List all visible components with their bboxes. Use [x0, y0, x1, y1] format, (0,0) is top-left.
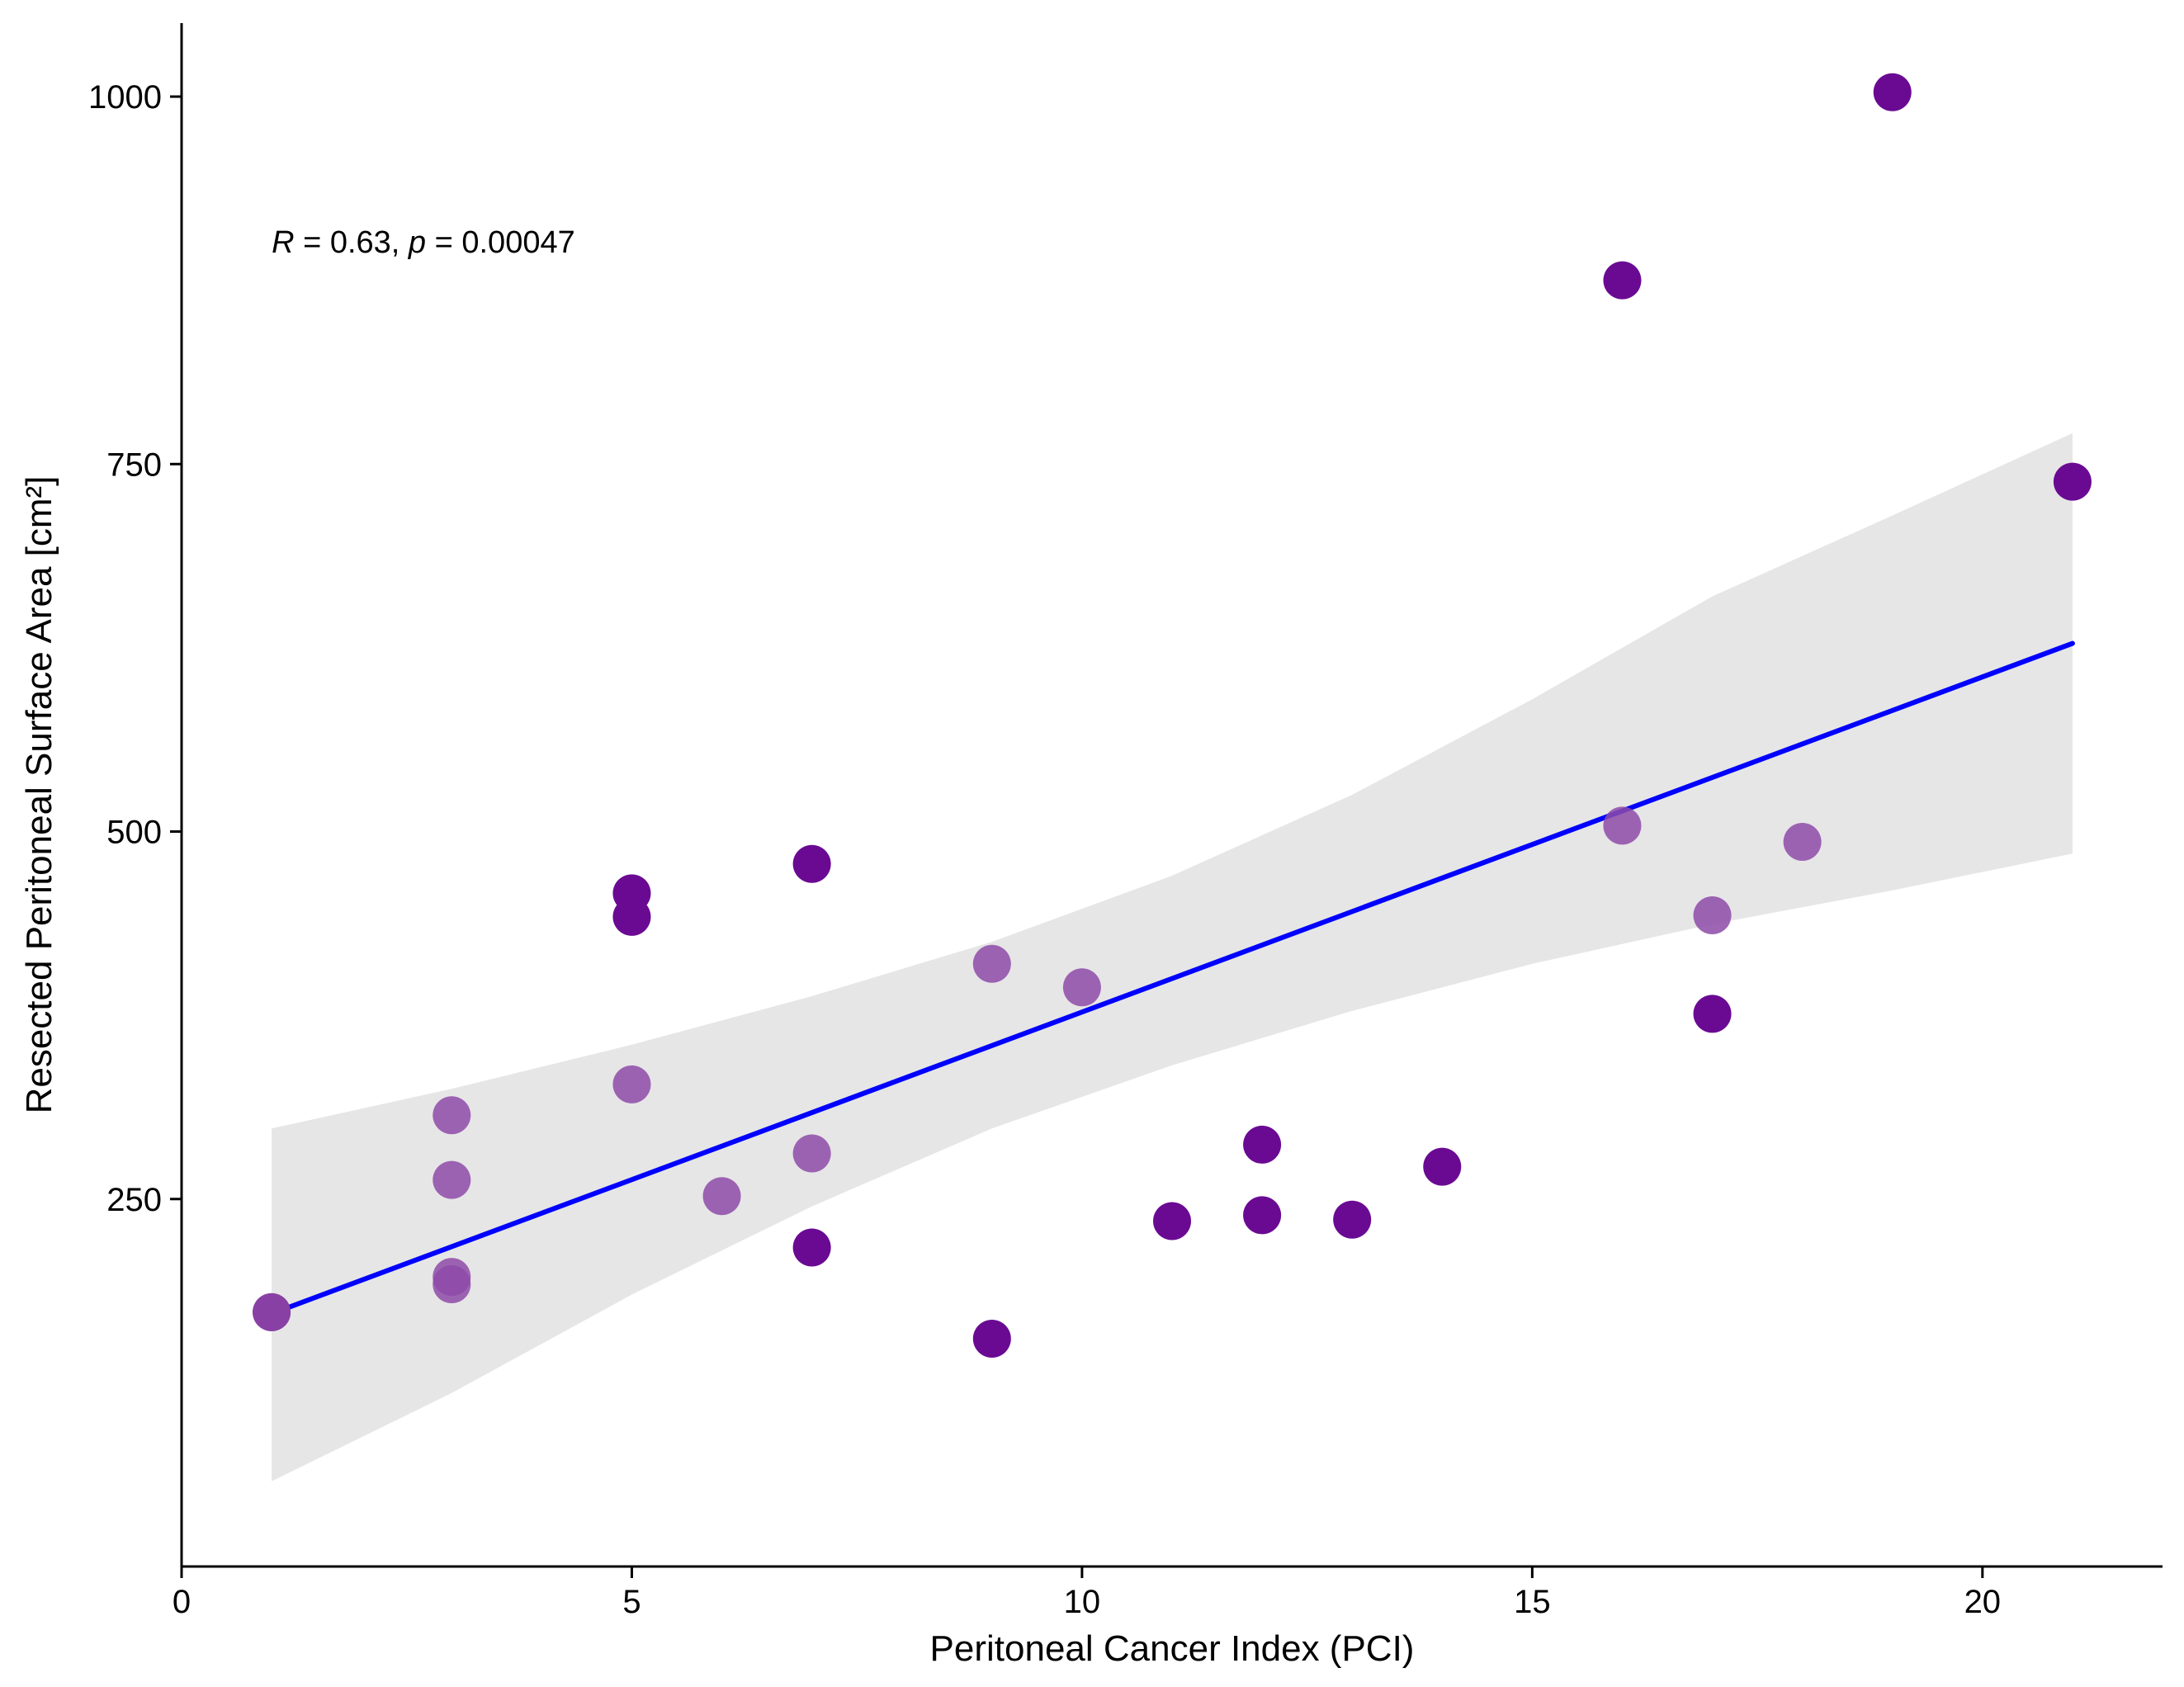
data-point-dark: [1243, 1196, 1282, 1235]
x-axis-title: Peritoneal Cancer Index (PCI): [930, 1628, 1415, 1669]
y-tick-label: 750: [106, 447, 162, 483]
correlation-annotation: R = 0.63, p = 0.00047: [272, 225, 575, 260]
data-point-dark: [1423, 1147, 1462, 1186]
data-point-light: [253, 1292, 291, 1331]
data-point-dark: [792, 844, 831, 883]
y-axis-title: Resected Peritoneal Surface Area [cm²]: [19, 476, 59, 1114]
r-symbol: R: [272, 225, 294, 260]
data-point-light: [433, 1160, 471, 1199]
data-point-light: [1603, 806, 1642, 845]
data-point-dark: [1873, 73, 1912, 111]
data-point-light: [972, 944, 1011, 983]
x-tick-label: 5: [622, 1584, 641, 1620]
x-tick-label: 20: [1964, 1584, 2002, 1620]
data-point-light: [433, 1096, 471, 1135]
regression-line: [269, 640, 2075, 1316]
data-point-dark: [792, 1228, 831, 1267]
data-point-dark: [1153, 1202, 1191, 1240]
points-layer: [253, 73, 2092, 1358]
r-value: = 0.63,: [295, 225, 409, 260]
x-tick-label: 10: [1064, 1584, 1101, 1620]
data-point-light: [1693, 896, 1732, 935]
x-axis-ticks: 0 5 10 15 20: [173, 1566, 2001, 1620]
y-tick-label: 250: [106, 1182, 162, 1218]
data-point-light: [433, 1265, 471, 1304]
data-point-dark: [1243, 1125, 1282, 1164]
y-tick-label: 1000: [88, 79, 162, 116]
data-point-dark: [972, 1319, 1011, 1358]
x-tick-label: 15: [1514, 1584, 1551, 1620]
data-point-dark: [1333, 1200, 1372, 1239]
y-tick-label: 500: [106, 815, 162, 851]
p-symbol: p: [408, 225, 426, 260]
data-point-dark: [1693, 995, 1732, 1033]
data-point-light: [612, 1065, 651, 1103]
data-point-dark: [2053, 462, 2092, 501]
data-point-light: [1062, 968, 1101, 1007]
confidence-band: [272, 432, 2073, 1481]
y-axis-ticks: 250 500 750 1000: [88, 79, 182, 1218]
data-point-light: [1783, 822, 1822, 861]
data-point-dark: [612, 897, 651, 936]
data-point-dark: [1603, 261, 1642, 300]
x-tick-label: 0: [173, 1584, 191, 1620]
data-point-light: [792, 1134, 831, 1173]
p-value: = 0.00047: [426, 225, 575, 260]
data-point-light: [702, 1177, 741, 1216]
